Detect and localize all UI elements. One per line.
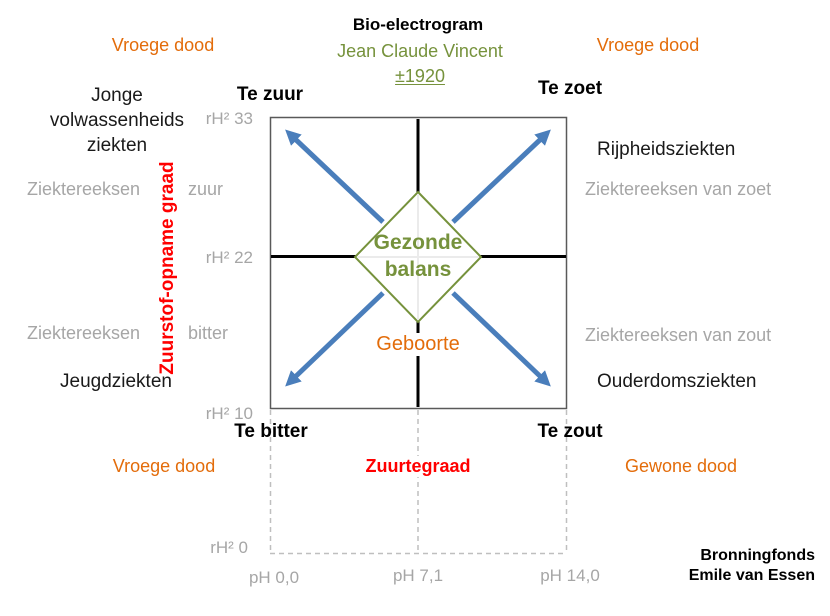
credit-line-1: Bronningfonds [700,547,815,564]
healthy-balance-label: Gezonde balans [374,229,463,283]
rh-tick-10: rH² 10 [205,404,253,423]
acidity-axis-title: Zuurtegraad [360,456,476,477]
quadrant-label-te-zoet: Te zoet [537,78,603,99]
death-label-top-right: Vroege dood [596,35,700,55]
oxygen-axis-title: Zuurstof-opname graad [157,161,179,375]
maturity-disease-label: Rijpheidsziekten [597,139,736,160]
ph-tick-0: pH 0,0 [248,568,300,587]
ph-tick-14: pH 14,0 [540,566,600,585]
diagram-author: Jean Claude Vincent [337,41,503,61]
series-salt-label: Ziektereeksen van zout [585,325,772,345]
series-sour-word: zuur [188,179,224,199]
balance-line-2: balans [384,258,452,281]
rh-tick-22: rH² 22 [205,248,253,267]
arrow-top-left [285,129,385,224]
series-sweet-label: Ziektereeksen van zoet [585,179,772,199]
young-adult-line-2: volwassenheids [49,110,185,131]
young-adult-line-1: Jonge [91,85,143,106]
credit-line-2: Emile van Essen [688,567,815,584]
diagram-year: ±1920 [395,66,445,86]
arrow-bottom-left [285,291,385,387]
rh-tick-33: rH² 33 [205,109,253,128]
youth-disease-label: Jeugdziekten [60,371,172,392]
series-sour-label: Ziektereeksen [27,179,141,199]
quadrant-label-te-bitter: Te bitter [234,421,308,442]
ph-tick-7: pH 7,1 [392,566,444,585]
series-bitter-label: Ziektereeksen [27,323,141,343]
series-bitter-word: bitter [188,323,229,343]
death-label-bottom-right: Gewone dood [624,456,738,476]
birth-label: Geboorte [371,333,465,356]
balance-line-1: Gezonde [373,231,463,254]
quadrant-label-te-zuur: Te zuur [236,84,304,105]
death-label-top-left: Vroege dood [111,35,215,55]
credit-block: Bronningfonds Emile van Essen [689,546,815,586]
young-adult-disease-label: Jonge volwassenheids ziekten [50,83,184,158]
quadrant-label-te-zout: Te zout [537,421,603,442]
death-label-bottom-left: Vroege dood [112,456,216,476]
old-age-disease-label: Ouderdomsziekten [597,371,757,392]
young-adult-line-3: ziekten [86,135,148,156]
arrow-bottom-right [451,291,551,387]
diagram-title: Bio-electrogram [352,15,484,34]
rh-tick-0: rH² 0 [210,538,248,557]
arrow-top-right [451,129,551,224]
